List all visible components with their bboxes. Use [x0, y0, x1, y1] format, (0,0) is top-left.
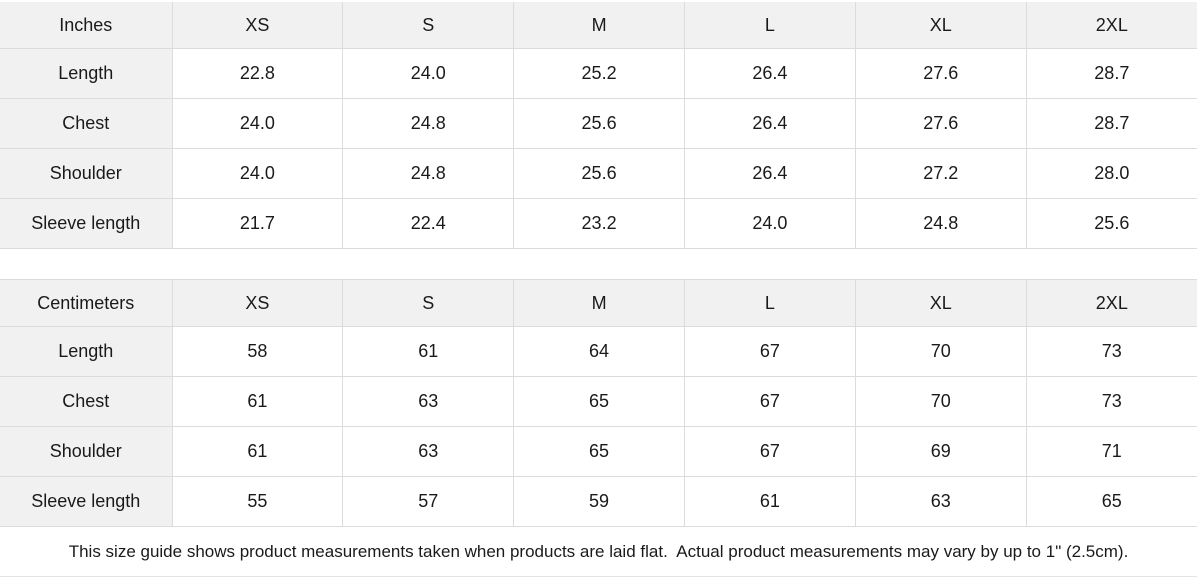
measurement-value-cell: 61	[683, 476, 856, 527]
measurement-value-cell: 61	[171, 426, 344, 477]
measurement-value-cell: 73	[1025, 376, 1197, 427]
measurement-row: Shoulder 61 63 65 67 69 71	[0, 426, 1197, 477]
size-table-centimeters: Centimeters XS S M L XL 2XL Length 58 61 64 67 70 73 C…	[0, 279, 1197, 527]
size-header-cell: XS	[171, 2, 344, 49]
measurement-row: Shoulder 24.0 24.8 25.6 26.4 27.2 28.0	[0, 148, 1197, 199]
measurement-value-cell: 24.0	[171, 98, 344, 149]
measurement-value-cell: 24.8	[854, 198, 1027, 249]
measurement-value-cell: 63	[342, 376, 515, 427]
measurement-value-cell: 26.4	[683, 48, 856, 99]
measurement-row: Sleeve length 55 57 59 61 63 65	[0, 476, 1197, 527]
measurement-row: Sleeve length 21.7 22.4 23.2 24.0 24.8 25.6	[0, 198, 1197, 249]
measurement-value-cell: 23.2	[513, 198, 685, 249]
measurement-value-cell: 63	[854, 476, 1027, 527]
size-header-cell: S	[342, 279, 515, 327]
measurement-value-cell: 65	[1025, 476, 1197, 527]
size-header-cell: 2XL	[1025, 2, 1197, 49]
size-table-inches: Inches XS S M L XL 2XL Length 22.8 24.0 25.2 26.4 27…	[0, 2, 1197, 249]
row-label-cell: Length	[0, 326, 173, 377]
measurement-value-cell: 24.8	[342, 148, 515, 199]
size-header-row: Inches XS S M L XL 2XL	[0, 2, 1197, 49]
measurement-value-cell: 61	[342, 326, 515, 377]
size-header-cell: 2XL	[1025, 279, 1197, 327]
measurement-value-cell: 58	[171, 326, 344, 377]
measurement-value-cell: 24.8	[342, 98, 515, 149]
measurement-value-cell: 26.4	[683, 98, 856, 149]
measurement-value-cell: 65	[513, 426, 685, 477]
measurement-value-cell: 24.0	[171, 148, 344, 199]
unit-header-cell: Centimeters	[0, 279, 173, 327]
measurement-value-cell: 61	[171, 376, 344, 427]
row-label-cell: Length	[0, 48, 173, 99]
row-label-cell: Shoulder	[0, 426, 173, 477]
measurement-value-cell: 64	[513, 326, 685, 377]
measurement-value-cell: 28.7	[1025, 98, 1197, 149]
measurement-value-cell: 73	[1025, 326, 1197, 377]
measurement-value-cell: 25.6	[513, 148, 685, 199]
row-label-cell: Shoulder	[0, 148, 173, 199]
measurement-value-cell: 21.7	[171, 198, 344, 249]
size-header-cell: XL	[854, 279, 1027, 327]
measurement-value-cell: 71	[1025, 426, 1197, 477]
size-header-cell: XL	[854, 2, 1027, 49]
measurement-value-cell: 24.0	[683, 198, 856, 249]
table-gap	[0, 249, 1197, 279]
measurement-row: Chest 61 63 65 67 70 73	[0, 376, 1197, 427]
measurement-value-cell: 22.4	[342, 198, 515, 249]
measurement-value-cell: 22.8	[171, 48, 344, 99]
size-header-cell: XS	[171, 279, 344, 327]
measurement-value-cell: 27.6	[854, 98, 1027, 149]
measurement-value-cell: 59	[513, 476, 685, 527]
measurement-value-cell: 26.4	[683, 148, 856, 199]
measurement-value-cell: 25.2	[513, 48, 685, 99]
row-label-cell: Chest	[0, 98, 173, 149]
measurement-value-cell: 70	[854, 326, 1027, 377]
measurement-value-cell: 57	[342, 476, 515, 527]
size-header-cell: M	[513, 279, 685, 327]
measurement-row: Chest 24.0 24.8 25.6 26.4 27.6 28.7	[0, 98, 1197, 149]
measurement-value-cell: 63	[342, 426, 515, 477]
measurement-value-cell: 67	[683, 326, 856, 377]
measurement-value-cell: 28.0	[1025, 148, 1197, 199]
measurement-value-cell: 70	[854, 376, 1027, 427]
measurement-value-cell: 67	[683, 426, 856, 477]
row-label-cell: Sleeve length	[0, 476, 173, 527]
measurement-value-cell: 24.0	[342, 48, 515, 99]
measurement-row: Length 58 61 64 67 70 73	[0, 326, 1197, 377]
measurement-value-cell: 28.7	[1025, 48, 1197, 99]
measurement-value-cell: 67	[683, 376, 856, 427]
row-label-cell: Sleeve length	[0, 198, 173, 249]
measurement-value-cell: 27.6	[854, 48, 1027, 99]
measurement-value-cell: 27.2	[854, 148, 1027, 199]
row-label-cell: Chest	[0, 376, 173, 427]
size-header-row: Centimeters XS S M L XL 2XL	[0, 279, 1197, 327]
size-guide-note: This size guide shows product measuremen…	[0, 527, 1197, 577]
size-header-cell: S	[342, 2, 515, 49]
measurement-value-cell: 25.6	[1025, 198, 1197, 249]
measurement-value-cell: 55	[171, 476, 344, 527]
size-header-cell: M	[513, 2, 685, 49]
measurement-value-cell: 65	[513, 376, 685, 427]
measurement-row: Length 22.8 24.0 25.2 26.4 27.6 28.7	[0, 48, 1197, 99]
measurement-value-cell: 69	[854, 426, 1027, 477]
unit-header-cell: Inches	[0, 2, 173, 49]
size-header-cell: L	[683, 2, 856, 49]
size-header-cell: L	[683, 279, 856, 327]
measurement-value-cell: 25.6	[513, 98, 685, 149]
